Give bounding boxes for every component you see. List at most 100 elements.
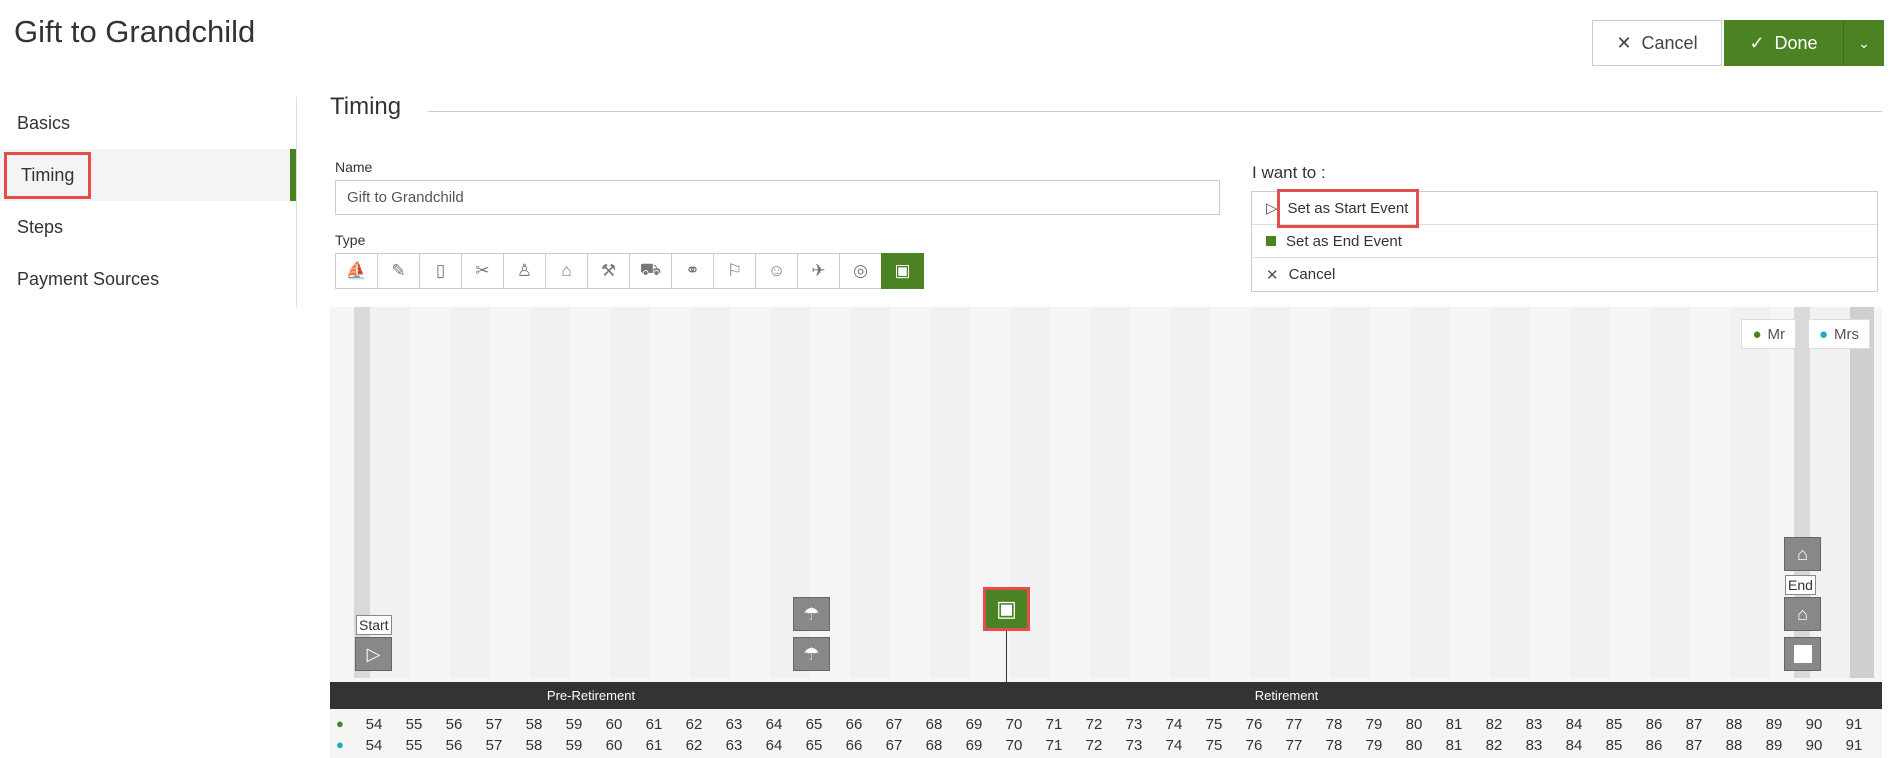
age-cell: 80 — [1405, 737, 1423, 754]
name-input[interactable]: Gift to Grandchild — [335, 180, 1220, 215]
sidebar-item-label: Timing — [3, 151, 92, 199]
type-option-wedding[interactable]: ✂ — [461, 253, 504, 289]
age-cell: 66 — [845, 737, 863, 754]
sidebar-item-basics[interactable]: Basics — [0, 97, 296, 149]
type-option-calendar-gift[interactable]: ▣ — [881, 253, 924, 289]
calendar-gift-icon: ▣ — [996, 596, 1017, 621]
headstone-icon: ⌂ — [1797, 603, 1808, 624]
headstone-icon: ⌂ — [1797, 543, 1808, 564]
umbrella-icon: ☂ — [803, 643, 820, 664]
age-cell: 73 — [1125, 737, 1143, 754]
person-icon: ☺ — [767, 261, 786, 280]
set-end-event-option[interactable]: Set as End Event — [1252, 225, 1877, 258]
age-cell: 91 — [1845, 737, 1863, 754]
home-improvement-icon: ⚒ — [600, 261, 617, 280]
type-option-paint-roller[interactable]: ⚐ — [713, 253, 756, 289]
type-option-boat[interactable]: ⛵ — [335, 253, 378, 289]
actions-title: I want to : — [1252, 163, 1326, 182]
type-option-family[interactable]: ⚭ — [671, 253, 714, 289]
type-selector: ⛵ ✎ ▯ ✂ ♙ ⌂ ⚒ ⛟ ⚭ ⚐ ☺ ✈ ◎ ▣ — [335, 253, 924, 289]
ages-row-mr: ● 54 55 56 57 58 59 60 61 62 63 64 65 66 67 68 69 70 71 72 7… — [330, 716, 1882, 736]
retirement-event-marker[interactable]: ☂ — [793, 637, 830, 671]
sidebar-item-label: Basics — [17, 112, 71, 133]
gift-event-marker[interactable]: ▣ — [983, 587, 1030, 631]
start-event-marker[interactable]: ▷ — [355, 637, 392, 671]
age-cell: 60 — [605, 716, 623, 733]
rings-icon: ◎ — [853, 261, 868, 280]
event-stem — [1006, 631, 1007, 682]
type-option-house[interactable]: ⌂ — [545, 253, 588, 289]
cancel-button[interactable]: ✕ Cancel — [1592, 20, 1722, 66]
play-icon: ▷ — [366, 643, 381, 664]
type-option-car-seat[interactable]: ♙ — [503, 253, 546, 289]
phase-label: Pre-Retirement — [546, 688, 636, 703]
close-icon: ✕ — [1616, 32, 1632, 53]
name-label: Name — [335, 159, 373, 175]
age-cell: 81 — [1445, 716, 1463, 733]
age-cell: 63 — [725, 716, 743, 733]
age-cell: 82 — [1485, 716, 1503, 733]
retirement-event-marker[interactable]: ☂ — [793, 597, 830, 631]
age-cell: 77 — [1285, 716, 1303, 733]
age-cell: 74 — [1165, 737, 1183, 754]
type-option-car[interactable]: ⛟ — [629, 253, 672, 289]
age-column — [1330, 307, 1370, 678]
sidebar-item-payment-sources[interactable]: Payment Sources — [0, 253, 296, 305]
age-cell: 58 — [525, 716, 543, 733]
death-event-marker[interactable]: ⌂ — [1784, 537, 1821, 571]
type-label: Type — [335, 232, 366, 248]
end-event-marker[interactable] — [1784, 637, 1821, 671]
age-cell: 88 — [1725, 716, 1743, 733]
age-cell: 89 — [1765, 737, 1783, 754]
age-column — [530, 307, 570, 678]
age-column — [850, 307, 890, 678]
age-cell: 72 — [1085, 716, 1103, 733]
type-option-home-improvement[interactable]: ⚒ — [587, 253, 630, 289]
age-cell: 85 — [1605, 716, 1623, 733]
age-cell: 86 — [1645, 737, 1663, 754]
age-cell: 71 — [1045, 737, 1063, 754]
type-option-book[interactable]: ▯ — [419, 253, 462, 289]
cancel-option[interactable]: ✕ Cancel — [1252, 258, 1877, 291]
type-option-plane[interactable]: ✈ — [797, 253, 840, 289]
death-event-marker[interactable]: ⌂ — [1784, 597, 1821, 631]
sidebar-item-timing[interactable]: Timing — [0, 149, 296, 201]
set-start-event-option[interactable]: ▷ Set as Start Event — [1252, 188, 1877, 228]
car-icon: ⛟ — [639, 260, 662, 279]
age-cell: 59 — [565, 716, 583, 733]
age-cell: 85 — [1605, 737, 1623, 754]
book-icon: ▯ — [435, 261, 446, 280]
cancel-label: Cancel — [1641, 32, 1698, 53]
stop-icon — [1793, 645, 1812, 663]
actions-list: ▷ Set as Start Event Set as End Event ✕ Ca… — [1251, 188, 1878, 292]
age-column — [1090, 307, 1130, 678]
type-option-person[interactable]: ☺ — [755, 253, 798, 289]
done-button[interactable]: ✓ Done — [1724, 20, 1844, 66]
section-divider — [428, 111, 1882, 112]
person-icon: ● — [1818, 325, 1828, 343]
age-cell: 77 — [1285, 737, 1303, 754]
option-label: Cancel — [1288, 266, 1336, 283]
phase-label: Retirement — [1254, 688, 1319, 703]
person-filter-mr[interactable]: ● Mr — [1741, 319, 1796, 349]
type-option-rings[interactable]: ◎ — [839, 253, 882, 289]
retirement-phase: Retirement — [809, 682, 1764, 709]
person-filter-mrs[interactable]: ● Mrs — [1807, 319, 1870, 349]
age-cell: 87 — [1685, 737, 1703, 754]
age-cell: 66 — [845, 716, 863, 733]
age-cell: 70 — [1005, 737, 1023, 754]
start-marker-label: Start — [356, 615, 392, 635]
age-cell: 78 — [1325, 716, 1343, 733]
person-label: Mrs — [1834, 325, 1859, 343]
sidebar-item-steps[interactable]: Steps — [0, 201, 296, 253]
play-icon: ▷ — [1266, 200, 1278, 217]
done-dropdown-button[interactable]: ⌄ — [1844, 20, 1884, 66]
age-cell: 87 — [1685, 716, 1703, 733]
close-icon: ✕ — [1266, 266, 1279, 284]
person-label: Mr — [1767, 325, 1786, 343]
type-option-graduation[interactable]: ✎ — [377, 253, 420, 289]
age-cell: 75 — [1205, 716, 1223, 733]
family-icon: ⚭ — [685, 261, 700, 280]
age-cell: 84 — [1565, 716, 1583, 733]
age-cell: 64 — [765, 716, 783, 733]
